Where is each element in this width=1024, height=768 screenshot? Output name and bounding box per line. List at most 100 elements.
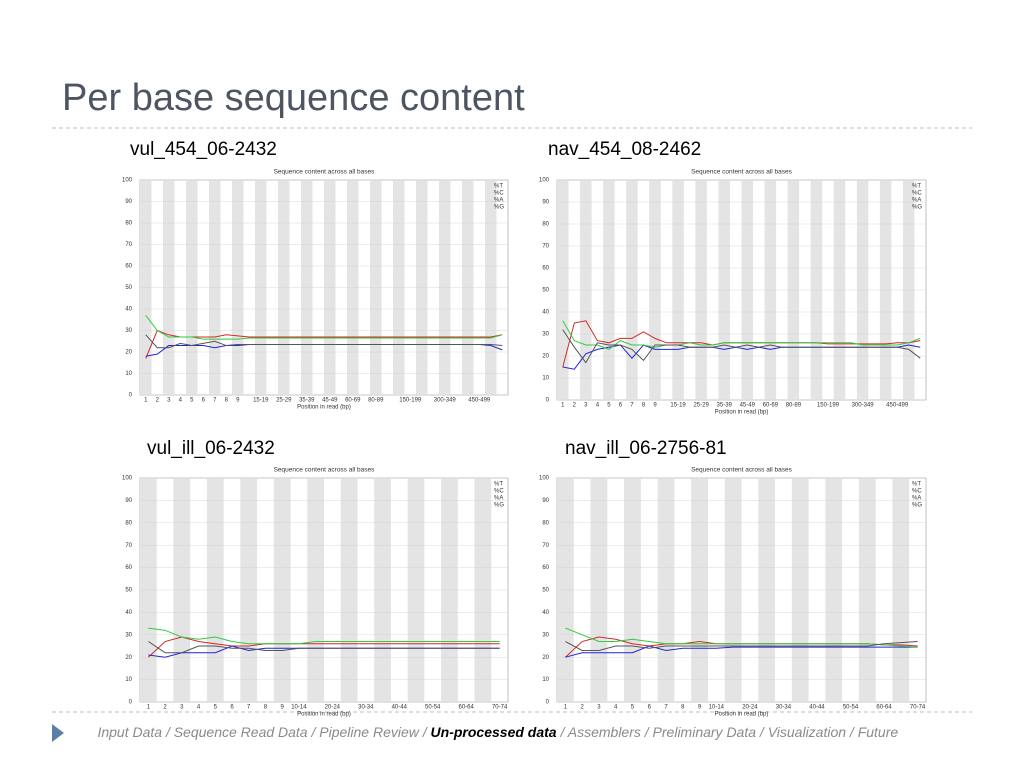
y-tick-label: 100 <box>122 476 133 482</box>
x-tick-label: 3 <box>584 403 588 409</box>
y-tick-label: 100 <box>539 178 550 184</box>
legend-label: %T <box>494 482 503 488</box>
y-tick-label: 30 <box>125 328 132 334</box>
x-tick-label: 5 <box>190 398 194 404</box>
footer-item[interactable]: Input Data / Sequence Read Data / Pipeli… <box>97 724 430 740</box>
x-tick-label: 4 <box>596 403 600 409</box>
x-tick-label: 7 <box>247 705 251 711</box>
chart: nav_ill_06-2756-81 0 10 20 30 40 50 60 70 80 90 100… <box>539 438 927 718</box>
y-tick-label: 20 <box>542 354 549 360</box>
series-line <box>565 627 918 648</box>
series-line <box>565 641 918 651</box>
y-tick-label: 90 <box>125 199 132 205</box>
x-tick-label: 70-74 <box>492 705 508 711</box>
x-tick-label: 2 <box>163 705 167 711</box>
y-tick-label: 0 <box>546 700 550 706</box>
y-tick-label: 90 <box>542 200 549 206</box>
footer-item[interactable]: Un-processed data <box>431 724 557 740</box>
series-line <box>145 315 503 340</box>
y-tick-label: 40 <box>125 307 132 313</box>
footer: Input Data / Sequence Read Data / Pipeli… <box>78 724 910 740</box>
x-tick-label: 35-39 <box>299 398 315 404</box>
series-line <box>562 329 921 364</box>
x-tick-label: 300-349 <box>434 398 457 404</box>
y-tick-label: 70 <box>542 244 549 250</box>
x-tick-label: 50-54 <box>843 705 859 711</box>
y-tick-label: 20 <box>125 350 132 356</box>
legend-label: %C <box>494 191 504 197</box>
y-tick-label: 10 <box>125 677 132 683</box>
legend-label: %A <box>494 198 503 204</box>
footer-item[interactable]: / Assemblers / Preliminary Data / Visual… <box>557 724 899 740</box>
y-tick-label: 100 <box>122 178 133 184</box>
legend-label: %C <box>494 489 504 495</box>
legend-label: %G <box>494 205 504 211</box>
y-tick-label: 10 <box>542 376 549 382</box>
series-line <box>148 636 500 658</box>
x-tick-label: 2 <box>573 403 577 409</box>
x-tick-label: 30-34 <box>358 705 374 711</box>
legend-label: %T <box>912 482 921 488</box>
legend-label: %G <box>494 503 504 509</box>
legend-label: %C <box>912 191 922 197</box>
y-tick-label: 70 <box>542 543 549 549</box>
x-tick-label: 40-44 <box>809 705 825 711</box>
x-tick-label: 10-14 <box>709 705 725 711</box>
x-tick-label: 40-44 <box>392 705 408 711</box>
x-tick-label: 60-64 <box>876 705 892 711</box>
chart-caption: nav_ill_06-2756-81 <box>565 438 727 459</box>
y-tick-label: 80 <box>125 520 132 526</box>
series-line <box>562 320 921 350</box>
x-tick-label: 4 <box>179 398 183 404</box>
x-tick-label: 15-19 <box>253 398 269 404</box>
x-tick-label: 80-89 <box>368 398 384 404</box>
y-tick-label: 90 <box>542 498 549 504</box>
y-tick-label: 60 <box>125 264 132 270</box>
y-tick-label: 80 <box>542 222 549 228</box>
y-tick-label: 60 <box>542 565 549 571</box>
x-tick-label: 4 <box>614 705 618 711</box>
y-tick-label: 30 <box>542 632 549 638</box>
y-tick-label: 40 <box>542 310 549 316</box>
legend-label: %T <box>494 184 503 190</box>
x-tick-label: 60-69 <box>345 398 361 404</box>
footer-arrow <box>52 724 64 742</box>
x-tick-label: 150-199 <box>817 403 840 409</box>
chart-title: Sequence content across all bases <box>691 467 793 474</box>
legend-label: %A <box>912 198 921 204</box>
y-tick-label: 20 <box>542 655 549 661</box>
x-tick-label: 450-499 <box>886 403 909 409</box>
x-tick-label: 5 <box>214 705 218 711</box>
legend-label: %A <box>912 496 921 502</box>
x-tick-label: 9 <box>698 705 702 711</box>
y-tick-label: 0 <box>129 700 133 706</box>
y-tick-label: 90 <box>125 498 132 504</box>
y-tick-label: 80 <box>125 221 132 227</box>
y-tick-label: 10 <box>125 371 132 377</box>
x-tick-label: 2 <box>156 398 160 404</box>
x-tick-label: 35-39 <box>717 403 733 409</box>
x-tick-label: 6 <box>202 398 206 404</box>
legend-label: %G <box>912 205 922 211</box>
slide-title: Per base sequence content <box>62 77 525 119</box>
x-tick-label: 50-54 <box>425 705 441 711</box>
x-tick-label: 3 <box>597 705 601 711</box>
x-tick-label: 3 <box>167 398 171 404</box>
legend-label: %A <box>494 496 503 502</box>
series-line <box>148 641 500 654</box>
x-tick-label: 9 <box>281 705 285 711</box>
series-line <box>145 334 503 349</box>
x-tick-label: 10-14 <box>291 705 307 711</box>
x-tick-label: 1 <box>147 705 151 711</box>
chart-title: Sequence content across all bases <box>691 169 793 176</box>
x-tick-label: 20-24 <box>325 705 341 711</box>
y-tick-label: 0 <box>546 398 550 404</box>
x-tick-label: 6 <box>648 705 652 711</box>
chart-caption: vul_ill_06-2432 <box>147 438 275 459</box>
chart-title: Sequence content across all bases <box>274 467 376 474</box>
x-axis-label: Position in read (bp) <box>715 712 769 718</box>
y-tick-label: 30 <box>125 632 132 638</box>
legend-label: %T <box>912 184 921 190</box>
x-tick-label: 8 <box>681 705 685 711</box>
x-axis-label: Position in read (bp) <box>297 405 351 411</box>
